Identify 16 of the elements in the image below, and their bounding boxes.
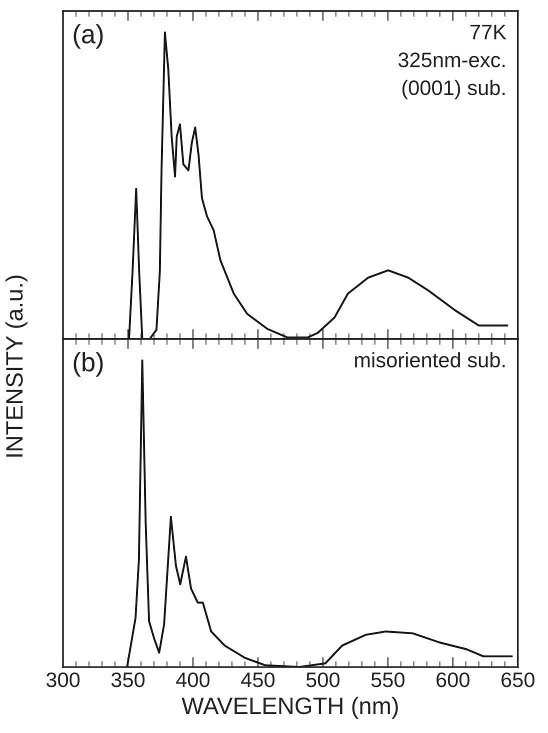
x-tick-label: 600 [436,672,470,688]
annotation: (b) [74,352,103,377]
x-tick-label: 400 [176,672,210,688]
y-axis-title: INTENSITY (a.u.) [5,276,28,457]
x-tick-label: 350 [111,672,145,688]
x-axis-title: WAVELENGTH (nm) [182,696,398,719]
annotation: 325nm-exc. [398,52,505,68]
x-tick-label: 450 [241,672,275,688]
annotation: 77K [470,24,506,40]
x-tick-label: 300 [46,672,80,688]
annotation: misoriented sub. [355,352,505,368]
x-tick-label: 500 [306,672,340,688]
annotation: (0001) sub. [402,80,505,100]
x-tick-label: 650 [502,672,534,688]
x-tick-label: 550 [371,672,404,688]
annotation: (a) [74,24,103,49]
